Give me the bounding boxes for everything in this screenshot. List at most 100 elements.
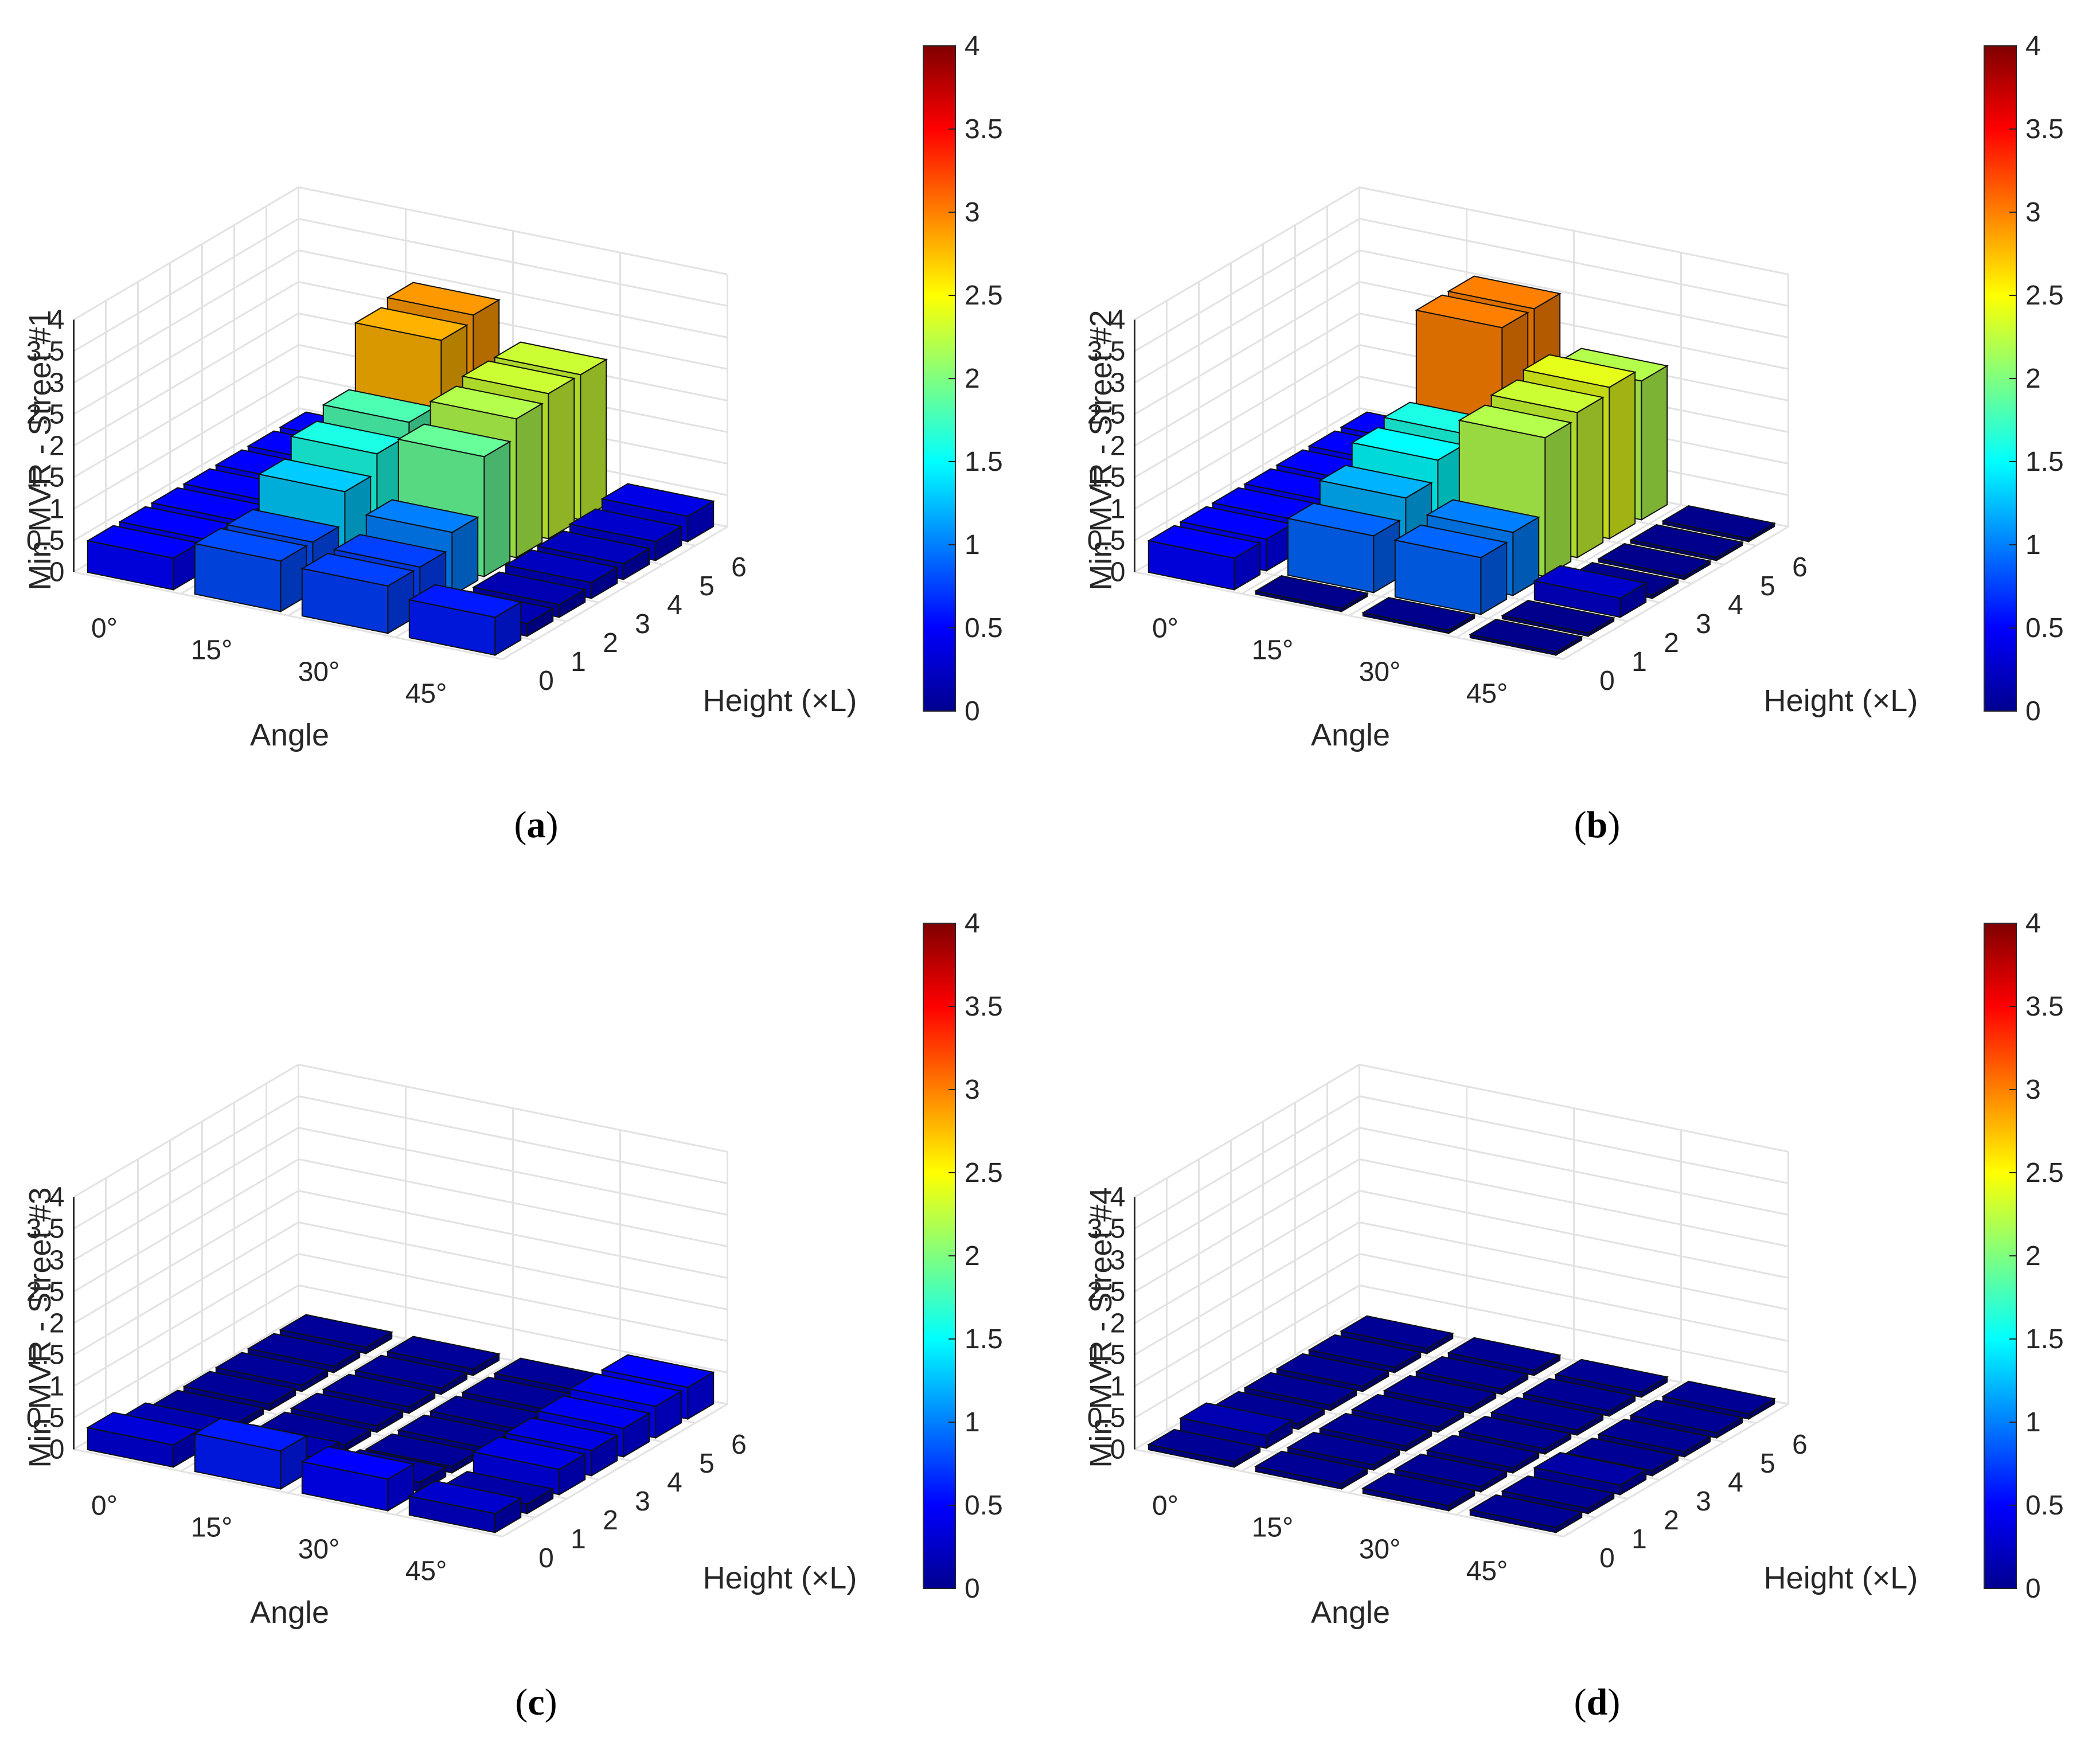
z-axis-label: Min MVR - Street #1 [23, 310, 57, 590]
height-tick-label: 1 [571, 647, 586, 677]
chart-panel: 00.511.522.533.540°15°30°45° 0123456Angle… [23, 31, 1003, 846]
panel-caption: (d) [1574, 1681, 1621, 1723]
height-tick-label: 2 [1664, 628, 1679, 658]
height-tick-label: 5 [1760, 1449, 1775, 1479]
height-tick-label: 4 [667, 1467, 682, 1498]
bar-top-face [472, 1436, 587, 1470]
bar-top-face [1629, 1399, 1744, 1434]
bar-top-face [1501, 600, 1615, 634]
bar-top-face [1490, 1396, 1605, 1431]
height-tick-label: 6 [731, 1430, 747, 1460]
bar-top-face [1286, 502, 1401, 537]
z-tick-label: 2 [49, 1309, 65, 1339]
caption-letter: a [527, 804, 546, 846]
z-tick-label: 3 [49, 1246, 65, 1276]
bar-top-face [472, 571, 587, 606]
bar-3d [1361, 1472, 1476, 1512]
bar-3d [1533, 1452, 1648, 1496]
chart-panel: 00.511.522.533.540°15°30°45° 0123456Angle… [1084, 31, 2064, 846]
bar-top-face [386, 1336, 501, 1370]
bar-top-face [279, 1314, 393, 1348]
z-tick-label: 1 [49, 1372, 65, 1402]
bar-3d [1533, 565, 1648, 619]
angle-tick-label: 15° [191, 635, 233, 666]
panel-caption: (c) [515, 1681, 557, 1723]
bar-top-face [1565, 1437, 1680, 1471]
colorbar-tick-label: 2.5 [2025, 1158, 2064, 1188]
bar-3d [1361, 597, 1476, 635]
z-tick-label: 1.5 [26, 1340, 65, 1371]
bar-top-face [408, 584, 522, 618]
colorbar-tick-label: 0.5 [965, 1490, 1003, 1521]
height-tick-label: 1 [1631, 647, 1647, 677]
bar-3d [1350, 1393, 1465, 1434]
bar-top-face [536, 1395, 651, 1429]
bar-top-face [1147, 525, 1262, 559]
bar-top-face [1361, 597, 1476, 631]
angle-tick-label: 30° [298, 1535, 340, 1565]
angle-tick-label: 45° [405, 679, 447, 709]
bar-top-face [1661, 505, 1776, 539]
z-axis-label: Min MVR - Street #2 [1084, 310, 1118, 590]
bar-top-face [354, 307, 469, 341]
bars [86, 282, 715, 657]
chart-panel: 00.511.522.533.540°15°30°45° 0123456Angle… [1084, 908, 2064, 1723]
angle-tick-label: 15° [1252, 1513, 1294, 1543]
z-tick-label: 0 [49, 557, 65, 588]
bar-top-face [1447, 275, 1562, 310]
bar-3d [1340, 1315, 1454, 1355]
z-tick-label: 4 [49, 305, 65, 335]
colorbar-tick-label: 3 [2025, 1075, 2041, 1105]
z-tick-label: 0 [1110, 1435, 1126, 1465]
colorbar-tick-label: 0 [2025, 696, 2041, 727]
bar-top-face [1597, 1418, 1712, 1453]
colorbar-tick-label: 4 [965, 31, 980, 61]
bar-3d [1383, 1375, 1497, 1415]
bar-top-face [568, 1373, 683, 1407]
bar-top-face [365, 499, 479, 533]
bar-top-face [1522, 1377, 1637, 1412]
bar-top-face [568, 508, 683, 542]
bar-top-face [1350, 1393, 1465, 1428]
colorbar-tick-label: 0 [2025, 1574, 2041, 1604]
bar-top-face [504, 1417, 619, 1451]
colorbar-tick-label: 2 [965, 1241, 980, 1271]
z-tick-label: 2.5 [1087, 1277, 1126, 1307]
colorbar-tick-label: 2 [965, 364, 980, 394]
bar-3d [1501, 600, 1615, 638]
colorbar-tick-label: 1 [965, 530, 980, 560]
bar-top-face [354, 1354, 469, 1389]
angle-tick-label: 30° [1359, 1535, 1401, 1565]
bar-3d [1394, 524, 1508, 616]
colorbar-tick-label: 3.5 [965, 991, 1003, 1022]
height-tick-label: 0 [538, 1543, 554, 1574]
z-tick-label: 3.5 [1087, 337, 1126, 367]
bar-top-face [1415, 1356, 1529, 1390]
bar-top-face [1394, 524, 1508, 559]
bar-3d [1275, 1353, 1390, 1393]
height-tick-label: 3 [635, 609, 650, 639]
height-tick-label: 6 [731, 552, 747, 583]
bar-top-face [1383, 1375, 1497, 1409]
bar-3d [1394, 1453, 1508, 1493]
bar-top-face [1318, 464, 1433, 499]
bar-side-face [516, 403, 543, 559]
height-tick-label: 5 [699, 1449, 715, 1479]
z-tick-label: 3 [49, 368, 65, 399]
bar-3d [1661, 505, 1776, 543]
bar-3d [86, 525, 201, 591]
angle-axis-label: Angle [1311, 1595, 1390, 1630]
z-tick-label: 3.5 [26, 1214, 65, 1244]
height-tick-label: 5 [1760, 571, 1775, 602]
bar-top-face [1533, 565, 1648, 599]
bar-3d [408, 584, 522, 657]
bar-top-face [86, 1412, 201, 1446]
bar-top-face [1275, 1353, 1390, 1387]
bar-top-face [1426, 1434, 1540, 1469]
colorbar-tick-label: 1 [2025, 1407, 2041, 1438]
bar-3d [1447, 1337, 1562, 1377]
colorbar-tick-label: 4 [965, 908, 980, 939]
height-axis-label: Height (×L) [703, 1561, 857, 1595]
bar-top-face [1179, 1402, 1294, 1436]
